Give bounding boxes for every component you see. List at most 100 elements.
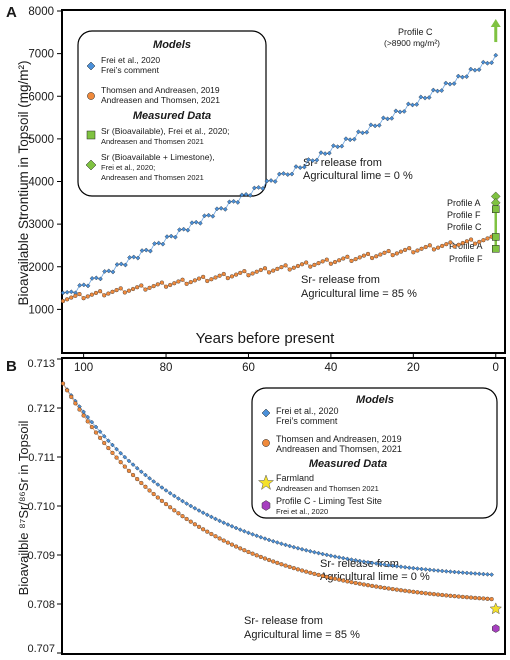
data-point [275,560,280,565]
data-point [271,268,276,273]
panel-b-label: B [6,358,17,375]
data-point [324,257,329,262]
data-point [85,414,91,420]
data-point [369,560,375,566]
data-point [406,565,412,570]
data-point [440,592,445,598]
data-point [160,241,166,247]
data-point [444,242,449,247]
data-point [332,554,338,559]
data-point [163,502,169,507]
data-point [217,518,222,524]
data-point [171,493,177,499]
data-point [447,81,453,87]
data-point [401,109,407,114]
data-point [89,292,94,297]
data-point [81,282,87,288]
data-point [402,247,408,253]
y-tick-label: 5000 [28,134,54,146]
data-point [184,501,189,506]
circle-marker-icon [87,92,95,100]
data-point [281,171,286,176]
data-point [353,257,358,262]
data-point [229,524,235,529]
panel-a-x-axis-label: Years before present [196,330,336,347]
data-point [345,556,350,562]
data-point [89,276,95,281]
data-point [242,269,247,274]
data-point [419,590,424,595]
data-point [376,122,382,128]
data-point [332,259,338,265]
data-point [489,596,494,602]
data-point [464,239,470,244]
data-point [349,557,354,562]
data-point [167,490,173,496]
data-point [135,255,141,261]
legend-entry-line: Andreasen and Thomsen, 2021 [101,95,220,105]
data-point [102,293,107,298]
data-point [456,570,461,575]
data-point [415,248,420,253]
profile-label: Profile A [447,198,481,208]
data-point [283,263,288,268]
data-point [468,66,474,72]
annotation-text: Agricultural lime = 85 % [301,288,417,300]
data-point [390,563,396,569]
y-tick-label: 1000 [28,304,54,316]
data-point [312,571,317,576]
data-point [258,554,263,560]
data-point [126,288,132,293]
panel-a-measured-points [490,19,501,253]
data-point [345,579,350,584]
data-point [234,272,239,277]
x-tick-label: 60 [242,362,255,374]
data-point [398,249,404,254]
panel-a-legend-box [77,30,267,197]
data-point [172,508,177,513]
data-point [209,531,214,537]
data-point [85,419,90,424]
data-point [217,273,222,278]
data-point [460,74,465,80]
data-point [301,164,307,170]
hexagon-marker-icon [261,500,271,511]
data-point [258,267,263,273]
data-point [332,576,338,581]
data-point [328,575,333,580]
data-point [164,234,170,240]
data-point [102,269,107,274]
data-point [473,595,478,601]
data-point [382,585,387,590]
data-point [476,67,482,73]
data-point [299,568,305,573]
legend-entry-line: Frei’s comment [101,65,160,75]
data-point [185,227,191,233]
data-point [415,590,420,595]
data-point [143,247,149,253]
data-point [239,192,245,198]
data-point [378,252,383,257]
data-point [135,285,140,290]
data-point [314,157,320,163]
data-point [264,178,270,184]
data-point [381,115,386,121]
panel-b-series [60,381,494,602]
data-point [287,267,292,272]
data-point [85,294,90,299]
data-point [435,592,441,597]
profile-label: (>8900 mg/m²) [384,38,440,48]
data-point [102,440,107,446]
data-point [229,542,235,547]
data-point [411,565,416,571]
data-point [477,239,482,245]
data-point [206,212,212,218]
data-point [69,394,74,400]
data-point [69,295,74,300]
data-point [225,540,230,545]
data-point [444,593,449,598]
data-point [172,234,178,240]
data-point [196,524,202,529]
data-point [331,143,336,149]
data-point [147,476,152,481]
